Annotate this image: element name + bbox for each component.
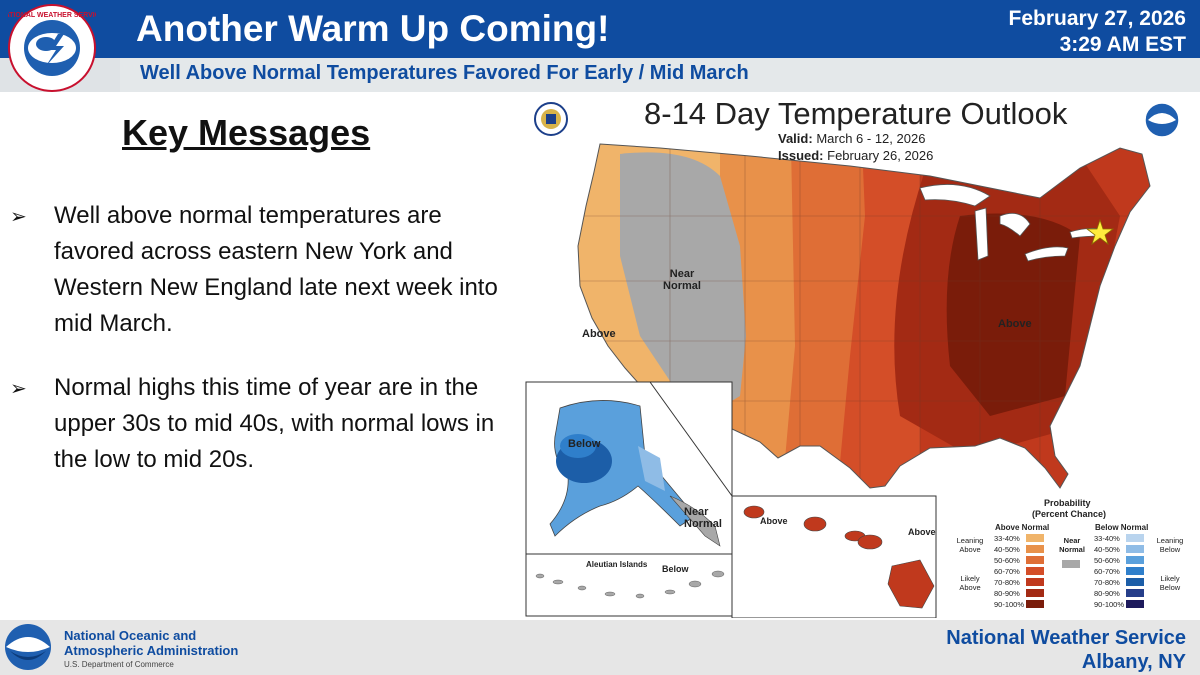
map-label-near-normal: Near Normal bbox=[663, 268, 701, 292]
legend-above-bin-label: 33-40% bbox=[994, 534, 1020, 543]
outlook-title: 8-14 Day Temperature Outlook bbox=[644, 96, 1068, 131]
nws-office-line2: Albany, NY bbox=[1081, 651, 1186, 673]
nws-office-line1: National Weather Service bbox=[946, 627, 1186, 649]
noaa-seal-icon bbox=[1144, 102, 1180, 138]
legend-likely-below: Likely Below bbox=[1159, 574, 1181, 592]
timestamp: February 27, 2026 3:29 AM EST bbox=[1009, 6, 1186, 58]
legend-below-bin-swatch bbox=[1126, 578, 1144, 586]
legend-below-bin-label: 50-60% bbox=[1094, 556, 1120, 565]
legend-above-bin-label: 50-60% bbox=[994, 556, 1020, 565]
legend-above-bin-swatch bbox=[1026, 534, 1044, 542]
nws-logo-icon: NATIONAL WEATHER SERVICE bbox=[8, 4, 96, 92]
legend-below-bin-swatch bbox=[1126, 567, 1144, 575]
legend-above-bin-swatch bbox=[1026, 545, 1044, 553]
noaa-logo-icon bbox=[5, 624, 51, 670]
key-message-text: Well above normal temperatures are favor… bbox=[54, 202, 498, 337]
date-text: February 27, 2026 bbox=[1008, 7, 1186, 30]
page-title: Another Warm Up Coming! bbox=[136, 8, 610, 49]
footer-bar: National Oceanic and Atmospheric Adminis… bbox=[0, 620, 1200, 675]
nws-office: National Weather Service Albany, NY bbox=[946, 626, 1186, 674]
probability-legend: Probability (Percent Chance) Above Norma… bbox=[940, 498, 1200, 618]
legend-above-bin-swatch bbox=[1026, 589, 1044, 597]
key-message-text: Normal highs this time of year are in th… bbox=[54, 374, 495, 473]
issued-date: Issued: February 26, 2026 bbox=[778, 148, 933, 163]
legend-leaning-below: Leaning Below bbox=[1156, 536, 1184, 554]
legend-below-bin-label: 80-90% bbox=[1094, 589, 1120, 598]
noaa-department: U.S. Department of Commerce bbox=[64, 660, 174, 669]
legend-below-bin-swatch bbox=[1126, 589, 1144, 597]
noaa-name: National Oceanic and Atmospheric Adminis… bbox=[64, 628, 238, 658]
map-label-below-aleutian: Below bbox=[662, 564, 689, 574]
key-messages-list: ➢ Well above normal temperatures are fav… bbox=[10, 198, 510, 506]
legend-above-bin-label: 80-90% bbox=[994, 589, 1020, 598]
arrow-bullet-icon: ➢ bbox=[10, 204, 27, 228]
valid-dates: Valid: March 6 - 12, 2026 bbox=[778, 131, 925, 146]
legend-below-heading: Below Normal bbox=[1095, 523, 1149, 532]
header-subtitle-band bbox=[120, 58, 1200, 92]
legend-subtitle: (Percent Chance) bbox=[1032, 509, 1107, 519]
albany-star-icon bbox=[1085, 218, 1115, 246]
noaa-name-line2: Atmospheric Administration bbox=[64, 643, 239, 658]
legend-above-bin-swatch bbox=[1026, 600, 1044, 608]
valid-value: March 6 - 12, 2026 bbox=[816, 131, 926, 146]
legend-below-bin-swatch bbox=[1126, 600, 1144, 608]
map-label-below-alaska: Below bbox=[568, 438, 601, 450]
map-label-above-hawaii-west: Above bbox=[760, 516, 788, 526]
page-subtitle: Well Above Normal Temperatures Favored F… bbox=[140, 62, 749, 84]
key-message-item: ➢ Well above normal temperatures are fav… bbox=[10, 198, 510, 342]
legend-above-bin-label: 70-80% bbox=[994, 578, 1020, 587]
legend-leaning-above: Leaning Above bbox=[956, 536, 984, 554]
legend-above-bin-swatch bbox=[1026, 567, 1044, 575]
arrow-bullet-icon: ➢ bbox=[10, 376, 27, 400]
issued-value: February 26, 2026 bbox=[827, 148, 934, 163]
legend-near-normal: Near Normal bbox=[1059, 536, 1085, 554]
legend-likely-above: Likely Above bbox=[959, 574, 981, 592]
valid-label: Valid: bbox=[778, 131, 813, 146]
map-label-above-east: Above bbox=[998, 318, 1032, 330]
map-label-above-hawaii-east: Above bbox=[908, 527, 936, 537]
legend-below-bin-swatch bbox=[1126, 545, 1144, 553]
map-label-aleutian: Aleutian Islands bbox=[586, 560, 648, 569]
legend-above-bin-swatch bbox=[1026, 578, 1044, 586]
legend-above-bin-label: 40-50% bbox=[994, 545, 1020, 554]
key-messages-heading: Key Messages bbox=[122, 112, 371, 153]
legend-above-bin-label: 60-70% bbox=[994, 567, 1020, 576]
key-message-item: ➢ Normal highs this time of year are in … bbox=[10, 370, 510, 478]
time-text: 3:29 AM EST bbox=[1059, 33, 1186, 56]
issued-label: Issued: bbox=[778, 148, 824, 163]
legend-above-bin-swatch bbox=[1026, 556, 1044, 564]
commerce-seal-icon bbox=[534, 102, 568, 136]
legend-below-bin-label: 90-100% bbox=[1094, 600, 1125, 609]
map-label-near-normal-alaska: Near Normal bbox=[684, 506, 722, 530]
legend-near-swatch bbox=[1062, 560, 1080, 568]
legend-below-bin-label: 60-70% bbox=[1094, 567, 1120, 576]
svg-text:NATIONAL WEATHER SERVICE: NATIONAL WEATHER SERVICE bbox=[8, 12, 96, 19]
legend-below-bin-swatch bbox=[1126, 534, 1144, 542]
header-title-band bbox=[0, 0, 1200, 58]
temperature-outlook-map: 8-14 Day Temperature Outlook Valid: Marc… bbox=[520, 96, 1198, 618]
outlook-map-graphic bbox=[525, 143, 1151, 618]
legend-below-bin-swatch bbox=[1126, 556, 1144, 564]
map-label-above-west: Above bbox=[582, 328, 616, 340]
legend-below-bin-label: 33-40% bbox=[1094, 534, 1120, 543]
header-banner: NATIONAL WEATHER SERVICE Another Warm Up… bbox=[0, 0, 1200, 92]
noaa-name-line1: National Oceanic and bbox=[64, 628, 197, 643]
legend-below-bin-label: 70-80% bbox=[1094, 578, 1120, 587]
legend-below-bin-label: 40-50% bbox=[1094, 545, 1120, 554]
legend-title: Probability bbox=[1044, 498, 1091, 508]
legend-above-bin-label: 90-100% bbox=[994, 600, 1025, 609]
legend-above-heading: Above Normal bbox=[995, 523, 1050, 532]
